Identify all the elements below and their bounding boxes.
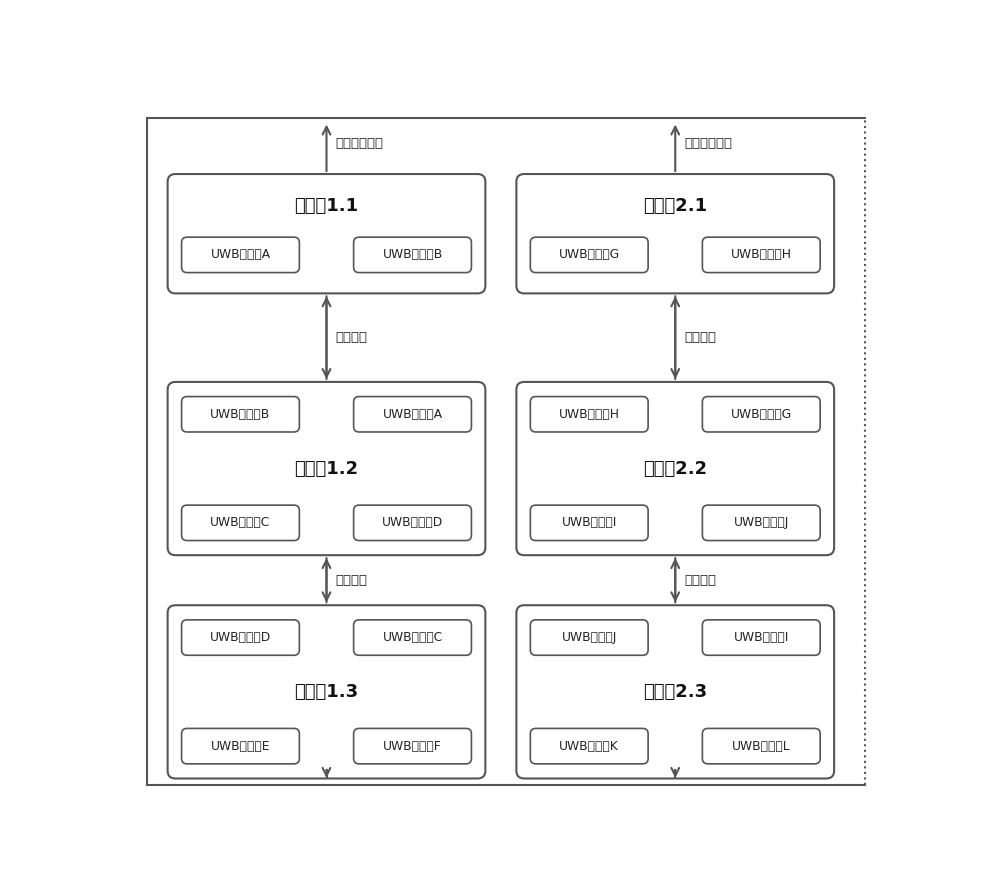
FancyBboxPatch shape bbox=[530, 505, 648, 541]
FancyBboxPatch shape bbox=[182, 729, 299, 764]
Text: 有线电缆: 有线电缆 bbox=[685, 331, 717, 344]
FancyBboxPatch shape bbox=[530, 620, 648, 656]
Text: UWB发射机D: UWB发射机D bbox=[210, 631, 271, 644]
Text: UWB接收机G: UWB接收机G bbox=[731, 408, 792, 421]
Text: 电源站2.3: 电源站2.3 bbox=[643, 683, 707, 701]
FancyBboxPatch shape bbox=[354, 729, 471, 764]
FancyBboxPatch shape bbox=[168, 606, 485, 779]
FancyBboxPatch shape bbox=[702, 729, 820, 764]
Text: 有线电缆: 有线电缆 bbox=[336, 331, 368, 344]
FancyBboxPatch shape bbox=[530, 237, 648, 273]
Text: UWB接收机H: UWB接收机H bbox=[731, 248, 792, 261]
FancyBboxPatch shape bbox=[168, 174, 485, 293]
Text: 有线电缆: 有线电缆 bbox=[685, 574, 717, 587]
FancyBboxPatch shape bbox=[702, 505, 820, 541]
FancyBboxPatch shape bbox=[354, 620, 471, 656]
FancyBboxPatch shape bbox=[530, 729, 648, 764]
Text: UWB接收机J: UWB接收机J bbox=[734, 516, 789, 529]
FancyBboxPatch shape bbox=[182, 397, 299, 432]
Text: 电源站1.3: 电源站1.3 bbox=[294, 683, 359, 701]
FancyBboxPatch shape bbox=[354, 397, 471, 432]
Text: UWB发射机C: UWB发射机C bbox=[210, 516, 271, 529]
Text: UWB接收机C: UWB接收机C bbox=[382, 631, 443, 644]
FancyBboxPatch shape bbox=[702, 397, 820, 432]
Text: UWB接收机D: UWB接收机D bbox=[382, 516, 443, 529]
Text: UWB发射机J: UWB发射机J bbox=[562, 631, 617, 644]
FancyBboxPatch shape bbox=[182, 237, 299, 273]
Text: 有线电缆: 有线电缆 bbox=[336, 574, 368, 587]
Text: UWB接收机A: UWB接收机A bbox=[382, 408, 443, 421]
FancyBboxPatch shape bbox=[702, 237, 820, 273]
FancyBboxPatch shape bbox=[530, 397, 648, 432]
Text: UWB发射机G: UWB发射机G bbox=[559, 248, 620, 261]
Text: 外围环状网络: 外围环状网络 bbox=[336, 137, 384, 151]
FancyBboxPatch shape bbox=[182, 620, 299, 656]
Text: UWB接收机F: UWB接收机F bbox=[383, 739, 442, 753]
FancyBboxPatch shape bbox=[702, 620, 820, 656]
FancyBboxPatch shape bbox=[182, 505, 299, 541]
Text: UWB发射机H: UWB发射机H bbox=[559, 408, 620, 421]
Text: 电源站1.1: 电源站1.1 bbox=[294, 197, 359, 215]
Text: UWB接收机L: UWB接收机L bbox=[732, 739, 791, 753]
Text: UWB接收机B: UWB接收机B bbox=[382, 248, 443, 261]
FancyBboxPatch shape bbox=[516, 606, 834, 779]
Text: UWB接收机I: UWB接收机I bbox=[734, 631, 789, 644]
FancyBboxPatch shape bbox=[168, 382, 485, 555]
FancyBboxPatch shape bbox=[516, 174, 834, 293]
FancyBboxPatch shape bbox=[354, 237, 471, 273]
Text: UWB发射机B: UWB发射机B bbox=[210, 408, 271, 421]
Text: 外围环状网络: 外围环状网络 bbox=[685, 137, 733, 151]
Text: UWB发射机K: UWB发射机K bbox=[559, 739, 619, 753]
Text: UWB发射机I: UWB发射机I bbox=[562, 516, 617, 529]
Text: UWB发射机E: UWB发射机E bbox=[211, 739, 270, 753]
Text: UWB发射机A: UWB发射机A bbox=[210, 248, 271, 261]
Text: 电源站1.2: 电源站1.2 bbox=[294, 459, 359, 477]
Text: 电源站2.2: 电源站2.2 bbox=[643, 459, 707, 477]
Text: 电源站2.1: 电源站2.1 bbox=[643, 197, 707, 215]
FancyBboxPatch shape bbox=[516, 382, 834, 555]
FancyBboxPatch shape bbox=[354, 505, 471, 541]
